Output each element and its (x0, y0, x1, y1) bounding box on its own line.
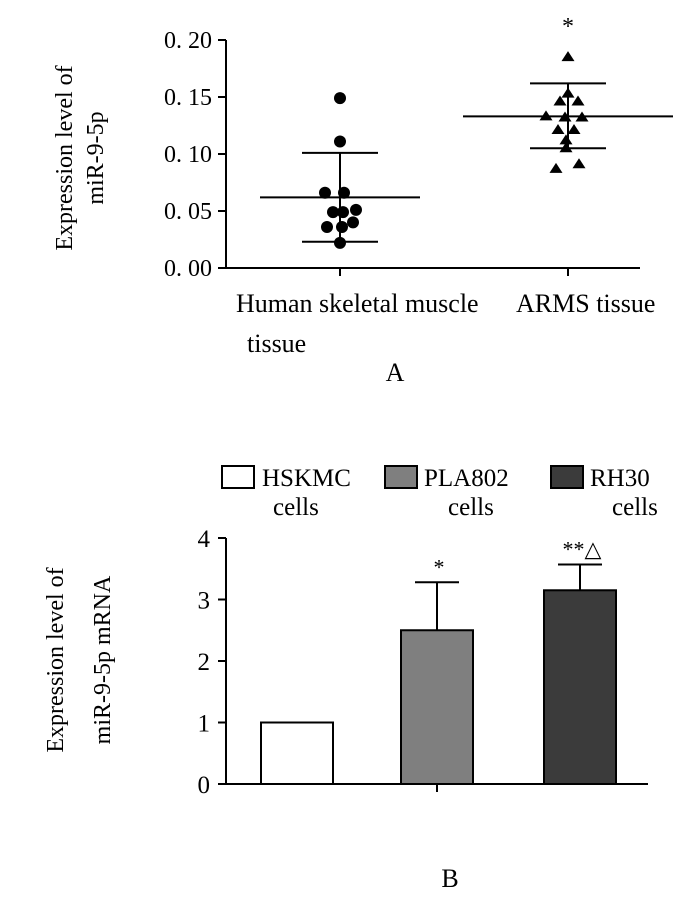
data-point-circle (319, 186, 331, 199)
panel-a-ytick-label: 0. 20 (164, 28, 212, 54)
panel-b-ytick-label: 1 (198, 711, 211, 738)
data-point-triangle (572, 158, 586, 169)
panel-a-x-ticks (339, 268, 569, 276)
panel-b-marks: * **△ (260, 536, 617, 786)
panel-a-xlabel-cat1-line2: tissue (247, 329, 306, 358)
legend-label-hskmc-line1: HSKMC (262, 465, 351, 492)
panel-b-bar: HSKMC cells PLA802 cells RH30 cells Expr… (43, 465, 658, 893)
panel-b-y-axis: 0 1 2 3 4 (198, 526, 226, 799)
panel-a-y-axis: 0. 00 0. 05 0. 10 0. 15 0. 20 (164, 28, 226, 282)
data-point-circle (334, 135, 346, 148)
legend-item-pla802: PLA802 cells (384, 465, 509, 521)
panel-a-ytick-label: 0. 00 (164, 256, 212, 282)
data-point-circle (334, 92, 346, 105)
panel-b-ylabel-line1: Expression level of (43, 567, 69, 752)
panel-a-xlabel-cat1-line1: Human skeletal muscle (236, 289, 479, 318)
data-point-triangle (561, 87, 575, 98)
legend-label-pla802-line2: cells (448, 494, 494, 521)
panel-b-ytick-label: 0 (198, 772, 211, 799)
panel-b-ytick-label: 2 (198, 649, 211, 676)
significance-label: * (562, 14, 574, 40)
legend-item-rh30: RH30 cells (550, 465, 658, 521)
panel-a-ylabel-line1: Expression level of (52, 65, 78, 250)
legend-swatch-hskmc (221, 465, 255, 489)
data-point-triangle (559, 142, 573, 153)
data-point-circle (334, 236, 346, 249)
panel-a-ytick-label: 0. 10 (164, 142, 212, 168)
significance-label-rh30: **△ (563, 536, 602, 561)
legend-label-hskmc-line2: cells (273, 494, 319, 521)
data-point-triangle (559, 134, 573, 145)
legend-label-pla802-line1: PLA802 (424, 465, 509, 492)
data-point-circle (321, 220, 333, 233)
data-point-circle (327, 206, 339, 219)
data-point-triangle (558, 111, 572, 122)
panel-b-ytick-label: 4 (198, 526, 211, 553)
panel-a-xlabel-cat2-line1: ARMS tissue (516, 289, 655, 318)
data-point-triangle (549, 162, 563, 173)
bar-pla802 (400, 629, 474, 785)
data-point-circle (350, 203, 362, 216)
legend-item-hskmc: HSKMC cells (221, 465, 351, 521)
panel-a-ylabel-line2: miR-9-5p (83, 111, 109, 204)
panel-a-marks: * (260, 14, 673, 249)
data-point-triangle (551, 124, 565, 135)
data-point-circle (347, 216, 359, 229)
data-point-triangle (571, 95, 585, 106)
legend-swatch-pla802 (384, 465, 418, 489)
panel-a-ytick-label: 0. 05 (164, 199, 212, 225)
panel-b-label: B (441, 864, 458, 893)
data-point-triangle (567, 124, 581, 135)
data-point-circle (338, 186, 350, 199)
data-point-triangle (575, 111, 589, 122)
data-point-triangle (553, 95, 567, 106)
panel-b-ytick-label: 3 (198, 588, 211, 615)
legend-swatch-rh30 (550, 465, 584, 489)
significance-label-pla802: * (434, 554, 445, 579)
panel-a-ytick-label: 0. 15 (164, 85, 212, 111)
bar-hskmc (260, 721, 334, 785)
data-point-circle (336, 220, 348, 233)
data-point-triangle (561, 51, 575, 62)
panel-a-scatter: Expression level of miR-9-5p 0. 000. 050… (52, 14, 673, 387)
legend: HSKMC cells PLA802 cells RH30 cells (221, 465, 658, 521)
bar-rh30 (543, 589, 617, 786)
data-point-circle (337, 206, 349, 219)
panel-a-label: A (386, 358, 405, 387)
legend-label-rh30-line1: RH30 (590, 465, 650, 492)
panel-b-ylabel-line2: miR-9-5p mRNA (90, 575, 116, 744)
legend-label-rh30-line2: cells (612, 494, 658, 521)
data-point-triangle (539, 110, 553, 121)
